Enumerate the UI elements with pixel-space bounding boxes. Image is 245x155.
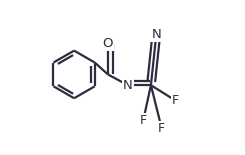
Text: F: F	[158, 122, 165, 135]
Text: O: O	[103, 37, 113, 50]
Text: F: F	[140, 114, 147, 127]
Text: N: N	[151, 28, 161, 41]
Text: F: F	[172, 94, 179, 107]
Text: N: N	[123, 79, 133, 92]
